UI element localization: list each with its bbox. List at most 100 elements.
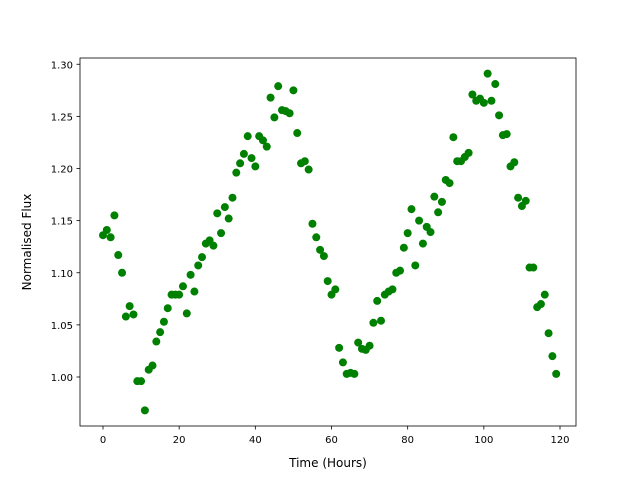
data-points xyxy=(99,69,561,415)
data-point xyxy=(434,208,443,217)
data-point xyxy=(510,158,519,167)
data-point xyxy=(114,251,123,260)
data-point xyxy=(266,93,275,102)
data-point xyxy=(228,193,237,202)
data-point xyxy=(194,261,203,270)
x-tick-label: 100 xyxy=(474,435,493,446)
data-point xyxy=(464,148,473,157)
data-point xyxy=(335,343,344,352)
data-point xyxy=(411,261,420,270)
x-tick-label: 40 xyxy=(249,435,262,446)
data-point xyxy=(129,310,138,319)
data-point xyxy=(224,214,233,223)
data-point xyxy=(319,252,328,261)
data-point xyxy=(316,245,325,254)
data-point xyxy=(502,130,511,139)
data-point xyxy=(483,69,492,78)
data-point xyxy=(102,226,111,235)
data-point xyxy=(338,358,347,367)
data-point xyxy=(373,296,382,305)
data-point xyxy=(331,285,340,294)
data-point xyxy=(148,361,157,370)
data-point xyxy=(418,239,427,248)
data-point xyxy=(426,228,435,237)
data-point xyxy=(137,377,146,386)
data-point xyxy=(403,229,412,238)
data-point xyxy=(369,318,378,327)
data-point xyxy=(396,266,405,275)
plot-frame xyxy=(79,57,577,427)
x-axis-ticks: 0 20 40 60 80 100 120 xyxy=(100,426,570,446)
data-point xyxy=(232,168,241,177)
data-point xyxy=(106,233,115,242)
data-point xyxy=(468,90,477,99)
data-point xyxy=(445,179,454,188)
data-point xyxy=(163,304,172,313)
data-point xyxy=(354,338,363,347)
data-point xyxy=(415,216,424,225)
data-point xyxy=(308,219,317,228)
data-point xyxy=(323,277,332,286)
data-point xyxy=(487,96,496,105)
data-point xyxy=(293,129,302,138)
data-point xyxy=(536,300,545,309)
data-point xyxy=(140,406,149,415)
data-point xyxy=(399,243,408,252)
data-point xyxy=(521,196,530,205)
data-point xyxy=(220,203,229,212)
data-point xyxy=(479,98,488,107)
y-tick-label: 1.25 xyxy=(51,112,73,123)
data-point xyxy=(182,309,191,318)
data-point xyxy=(209,241,218,250)
data-point xyxy=(152,337,161,346)
data-point xyxy=(449,133,458,142)
data-point xyxy=(495,111,504,120)
y-tick-label: 1.05 xyxy=(51,321,73,332)
data-point xyxy=(377,316,386,325)
data-point xyxy=(156,328,165,337)
data-point xyxy=(430,192,439,201)
data-point xyxy=(491,80,500,89)
x-tick-label: 60 xyxy=(325,435,338,446)
data-point xyxy=(285,109,294,118)
data-point xyxy=(198,253,207,262)
data-point xyxy=(407,205,416,214)
data-point xyxy=(552,369,561,378)
data-point xyxy=(213,209,222,218)
x-axis-label: Time (Hours) xyxy=(288,456,367,470)
x-tick-label: 20 xyxy=(173,435,186,446)
data-point xyxy=(258,136,267,145)
data-point xyxy=(190,287,199,296)
data-point xyxy=(350,369,359,378)
data-point xyxy=(300,157,309,166)
data-point xyxy=(243,132,252,141)
data-point xyxy=(548,352,557,361)
y-tick-label: 1.10 xyxy=(51,269,73,280)
data-point xyxy=(289,86,298,95)
y-axis-label: Normalised Flux xyxy=(20,194,34,291)
data-point xyxy=(118,268,127,277)
data-point xyxy=(304,165,313,174)
data-point xyxy=(365,341,374,350)
data-point xyxy=(125,302,134,311)
data-point xyxy=(217,229,226,238)
y-axis-ticks: 1.00 1.05 1.10 1.15 1.20 1.25 1.30 xyxy=(51,60,80,384)
data-point xyxy=(262,142,271,151)
data-point xyxy=(540,290,549,299)
data-point xyxy=(544,329,553,338)
data-point xyxy=(312,233,321,242)
data-point xyxy=(274,82,283,91)
data-point xyxy=(529,263,538,272)
data-point xyxy=(388,285,397,294)
data-point xyxy=(514,193,523,202)
data-point xyxy=(247,154,256,163)
data-point xyxy=(236,159,245,168)
data-point xyxy=(121,312,130,321)
x-tick-label: 0 xyxy=(100,435,106,446)
data-point xyxy=(186,270,195,279)
data-point xyxy=(159,317,168,326)
x-tick-label: 80 xyxy=(401,435,414,446)
data-point xyxy=(270,113,279,122)
y-tick-label: 1.15 xyxy=(51,217,73,228)
